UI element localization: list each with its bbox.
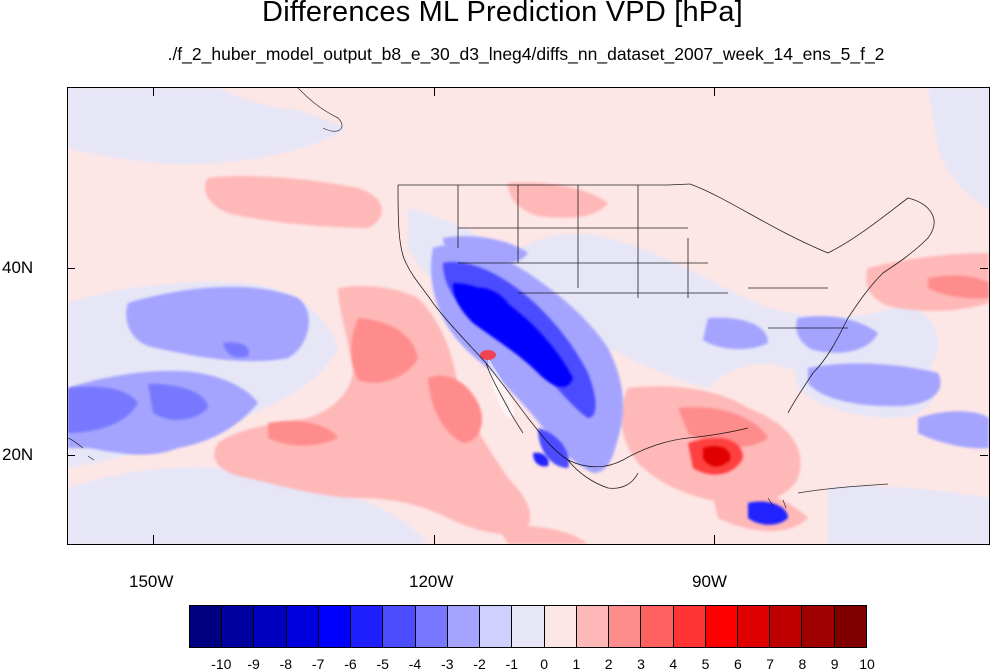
lon-tick xyxy=(434,535,435,544)
colorbar-swatch xyxy=(254,606,287,647)
colorbar-tick-label: 9 xyxy=(830,656,839,672)
colorbar-tick-label: 7 xyxy=(766,656,775,672)
colorbar-swatch xyxy=(447,606,481,647)
colorbar-swatch xyxy=(544,606,577,647)
colorbar xyxy=(189,605,867,648)
lat-tick xyxy=(67,268,75,269)
colorbar-swatch xyxy=(609,606,642,647)
colorbar-swatch xyxy=(834,606,866,647)
lat-tick xyxy=(980,268,988,269)
lon-tick xyxy=(434,87,435,96)
colorbar-tick-label: 4 xyxy=(669,656,678,672)
lon-tick xyxy=(714,87,715,96)
colorbar-swatch xyxy=(222,606,255,647)
colorbar-swatch xyxy=(673,606,706,647)
lat-tick xyxy=(980,455,988,456)
colorbar-swatch xyxy=(770,606,803,647)
lat-tick xyxy=(67,455,75,456)
colorbar-tick-label: -10 xyxy=(211,656,232,672)
colorbar-tick-label: 5 xyxy=(701,656,710,672)
colorbar-swatch xyxy=(351,606,384,647)
colorbar-tick-label: -8 xyxy=(279,656,293,672)
colorbar-swatch xyxy=(512,606,545,647)
lon-label-150w: 150W xyxy=(129,572,174,591)
map-panel xyxy=(67,87,990,545)
colorbar-swatch xyxy=(480,606,513,647)
colorbar-swatch xyxy=(415,606,448,647)
colorbar-swatch xyxy=(318,606,352,647)
colorbar-swatch xyxy=(802,606,835,647)
colorbar-tick-label: 3 xyxy=(637,656,645,672)
colorbar-tick-label: 6 xyxy=(733,656,742,672)
colorbar-tick-label: -5 xyxy=(376,656,389,672)
colorbar-swatch xyxy=(641,606,674,647)
colorbar-tick-label: 1 xyxy=(572,656,581,672)
colorbar-tick-label: 8 xyxy=(798,656,807,672)
lon-label-90w: 90W xyxy=(692,572,727,591)
colorbar-swatch xyxy=(190,606,223,647)
colorbar-tick-label: -3 xyxy=(441,656,454,672)
map-subtitle: ./f_2_huber_model_output_b8_e_30_d3_lneg… xyxy=(167,44,885,64)
colorbar-swatch xyxy=(705,606,738,647)
colorbar-tick-label: 10 xyxy=(859,656,875,672)
colorbar-swatch xyxy=(737,606,771,647)
colorbar-tick-label: -2 xyxy=(473,656,486,672)
colorbar-swatch xyxy=(576,606,610,647)
lat-label-20n: 20N xyxy=(2,445,34,464)
lon-label-120w: 120W xyxy=(409,572,454,591)
colorbar-swatch xyxy=(383,606,416,647)
lon-tick xyxy=(153,535,154,544)
colorbar-tick-label: -4 xyxy=(408,656,422,672)
colorbar-tick-label: -1 xyxy=(505,656,519,672)
colorbar-tick-label: 2 xyxy=(604,656,613,672)
colorbar-tick-label: -6 xyxy=(344,656,357,672)
lat-label-40n: 40N xyxy=(2,258,34,277)
colorbar-tick-label: -9 xyxy=(247,656,260,672)
colorbar-tick-label: -7 xyxy=(311,656,325,672)
colorbar-tick-label: 0 xyxy=(540,656,549,672)
lon-tick xyxy=(153,87,154,96)
lon-tick xyxy=(714,535,715,544)
vpd-difference-field xyxy=(68,88,989,544)
map-title: Differences ML Prediction VPD [hPa] xyxy=(262,0,743,28)
colorbar-swatch xyxy=(286,606,319,647)
